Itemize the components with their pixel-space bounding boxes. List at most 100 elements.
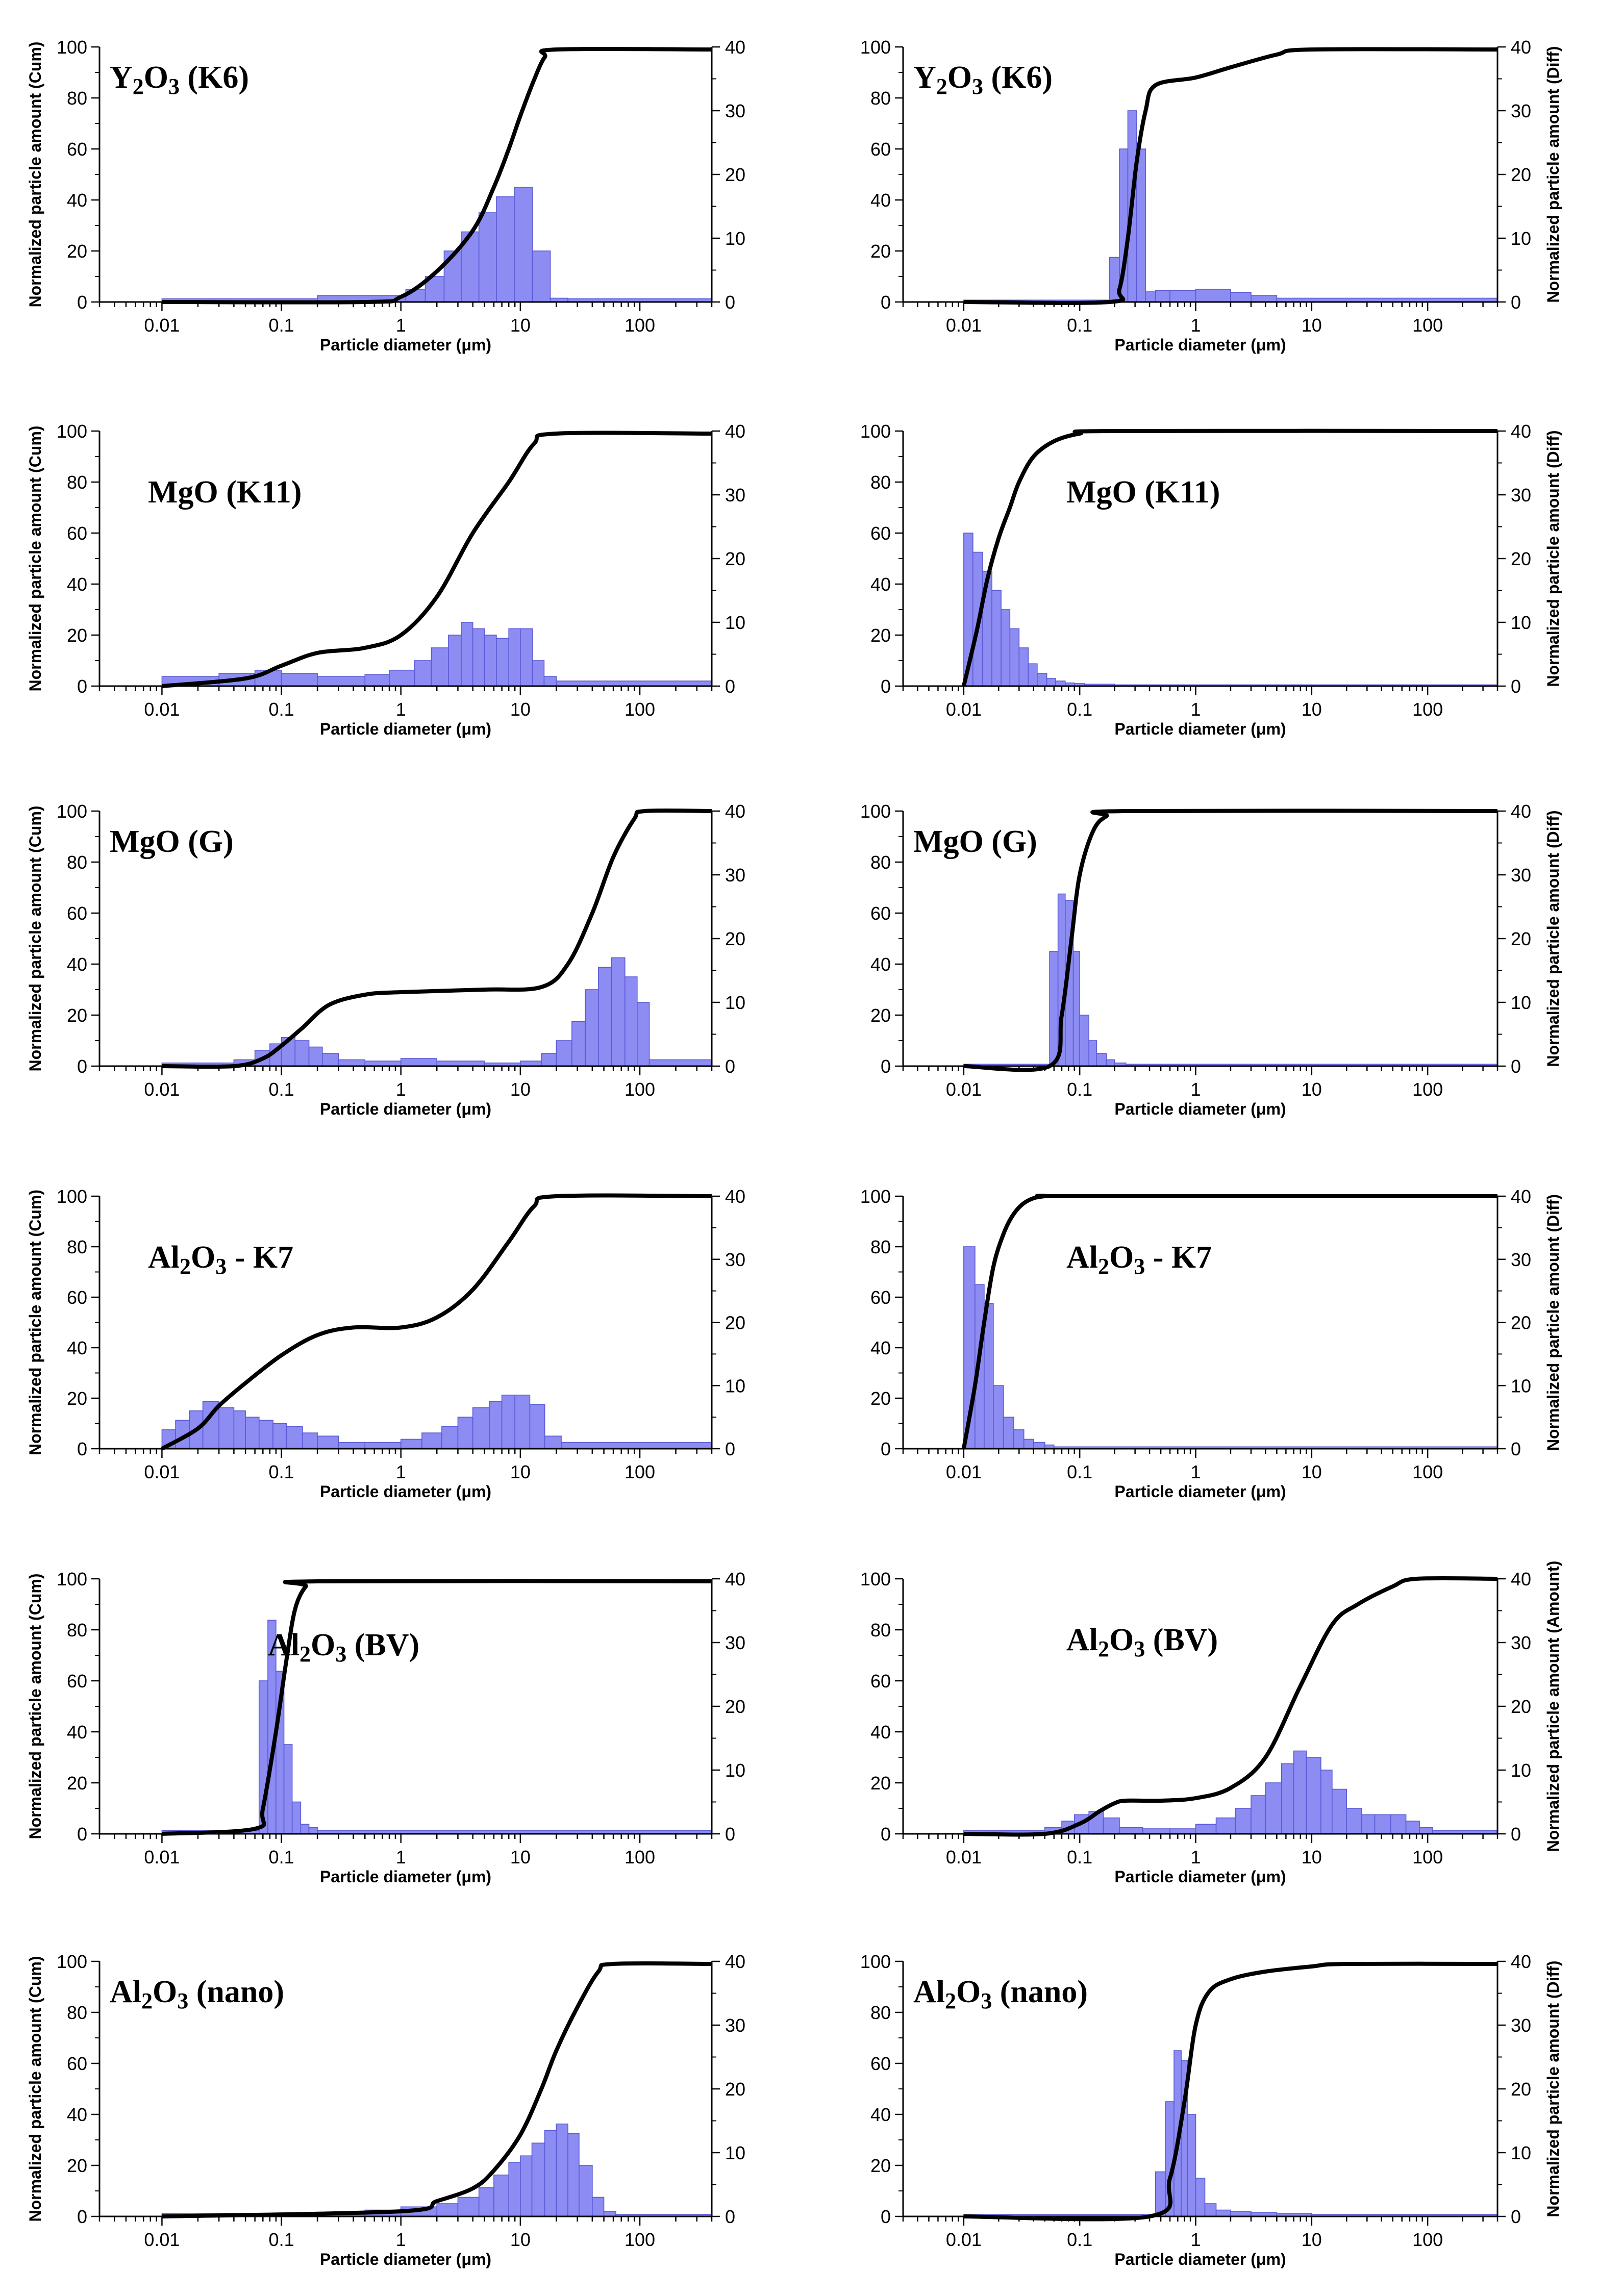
y-left-tick-label: 0: [77, 1439, 87, 1459]
cumulative-curve: [963, 47, 1498, 305]
histogram-bars: [161, 957, 712, 1067]
panel-title: Al2O3 - K7: [1066, 1240, 1212, 1279]
title-subscript: 3: [177, 1988, 188, 2013]
histogram-bar: [592, 2197, 605, 2217]
y-right-tick-label: 40: [725, 1951, 745, 1972]
histogram-bar: [484, 635, 497, 687]
title-text: O: [1109, 1240, 1134, 1275]
histogram-bar: [520, 2155, 533, 2217]
histogram-bar: [286, 1426, 303, 1449]
title-text: Y: [913, 60, 936, 95]
y-right-tick-label: 20: [1511, 928, 1531, 949]
histogram-bar: [1306, 1757, 1321, 1834]
histogram-bar: [1187, 2114, 1196, 2217]
y-right-tick-label: 0: [1511, 2206, 1521, 2227]
cumulative-curve: [963, 1961, 1498, 2222]
histogram-bar: [1251, 1795, 1266, 1834]
title-text: MgO (K11): [1066, 475, 1220, 510]
histogram-bar: [1293, 1750, 1307, 1834]
x-axis-title: Particle diameter (μm): [320, 1868, 491, 1886]
x-tick-label: 0.1: [1067, 699, 1092, 720]
panel-title: Y2O3 (K6): [913, 60, 1053, 99]
histogram-bars: [963, 533, 1498, 687]
chart-panel-al2o3-nano-a: 0.01 0.1 1 10 100 0 20 40 60 80 100 0 10 20 30 40 Partic…: [26, 1951, 745, 2268]
y-left-axis-title: Normalized particle amount (Cum): [26, 42, 44, 308]
y-right-tick-label: 20: [1511, 2079, 1531, 2100]
y-right-tick-label: 20: [725, 164, 745, 185]
y-left-tick-label: 60: [67, 1671, 87, 1692]
histogram-bar: [567, 2133, 580, 2217]
title-subscript: 2: [141, 1988, 153, 2013]
y-left-tick-label: 100: [860, 801, 891, 822]
y-left-tick-label: 20: [870, 1005, 891, 1026]
y-left-tick-label: 40: [870, 1722, 891, 1743]
histogram-bar: [648, 1059, 712, 1067]
histogram-bar: [364, 1442, 402, 1449]
histogram-bar: [1169, 290, 1196, 302]
x-axis-title: Particle diameter (μm): [320, 1482, 491, 1501]
title-subscript: 2: [1098, 1254, 1109, 1279]
histogram-bar: [501, 1395, 515, 1449]
y-right-tick-label: 10: [725, 992, 745, 1013]
x-tick-label: 1: [396, 1461, 406, 1482]
x-tick-label: 100: [625, 315, 655, 336]
histogram-bar: [338, 1059, 366, 1067]
histogram-bars: [161, 622, 712, 687]
cumulative-curve: [162, 431, 712, 688]
y-right-axis-title: Normalized particle amount (Diff): [1544, 430, 1562, 687]
histogram-bars: [963, 2050, 1498, 2217]
y-right-tick-label: 10: [725, 1375, 745, 1396]
y-right-tick-label: 10: [725, 612, 745, 633]
x-tick-label: 0.1: [1067, 1079, 1092, 1100]
x-tick-label: 100: [625, 2229, 655, 2250]
histogram-bar: [308, 1046, 323, 1067]
x-axis-title: Particle diameter (μm): [1114, 1482, 1286, 1501]
x-axis-title: Particle diameter (μm): [320, 1100, 491, 1118]
y-left-tick-label: 20: [67, 625, 87, 646]
title-text: O: [956, 1975, 981, 2009]
chart-panel-al2o3-bv-a: 0.01 0.1 1 10 100 0 20 40 60 80 100 0 10 20 30 40 Partic…: [26, 1569, 745, 1886]
histogram-bar: [496, 196, 515, 302]
x-tick-label: 0.01: [946, 1079, 982, 1100]
histogram-bar: [1235, 1808, 1252, 1834]
x-tick-label: 100: [625, 1461, 655, 1482]
y-left-tick-label: 80: [67, 852, 87, 873]
y-left-tick-label: 60: [870, 1287, 891, 1308]
y-right-tick-label: 30: [725, 100, 745, 121]
title-text: Al: [1066, 1240, 1098, 1275]
chart-panel-al2o3-k7-b: 0.01 0.1 1 10 100 0 20 40 60 80 100 0 10 20 30 40 Partic…: [860, 1186, 1562, 1501]
y-right-tick-label: 10: [725, 228, 745, 249]
x-tick-label: 1: [396, 1079, 406, 1100]
histogram-bar: [457, 1417, 473, 1449]
histogram-bar: [1346, 1808, 1362, 1834]
y-right-tick-label: 10: [1511, 612, 1531, 633]
y-right-tick-label: 0: [1511, 292, 1521, 313]
x-tick-label: 1: [1190, 1847, 1201, 1868]
x-tick-label: 1: [396, 2229, 406, 2250]
title-text: MgO (K11): [148, 475, 302, 510]
y-left-axis-title: Normalized particle amount (Cum): [26, 426, 44, 692]
histogram-bar: [478, 212, 497, 302]
x-tick-label: 10: [1302, 699, 1322, 720]
histogram-bar: [389, 669, 415, 687]
histogram-bar: [1106, 1059, 1115, 1067]
y-left-tick-label: 40: [67, 1338, 87, 1358]
histogram-bar: [1390, 1814, 1407, 1834]
y-right-tick-label: 10: [725, 2142, 745, 2163]
histogram-bar: [1265, 1782, 1282, 1834]
y-right-tick-label: 0: [1511, 1439, 1521, 1459]
y-left-tick-label: 40: [67, 574, 87, 595]
title-subscript: 3: [981, 1988, 992, 2013]
y-right-tick-label: 0: [725, 1439, 735, 1459]
y-right-tick-label: 20: [725, 548, 745, 569]
histogram-bar: [441, 1426, 459, 1449]
histogram-bar: [1361, 1814, 1376, 1834]
x-tick-label: 10: [510, 699, 531, 720]
x-tick-label: 10: [1302, 2229, 1322, 2250]
y-left-tick-label: 20: [870, 1773, 891, 1794]
title-subscript: 2: [936, 74, 947, 99]
title-text: (K6): [180, 60, 249, 95]
x-tick-label: 1: [1190, 315, 1201, 336]
histogram-bar: [1320, 1770, 1333, 1834]
histogram-bar: [1018, 647, 1029, 687]
